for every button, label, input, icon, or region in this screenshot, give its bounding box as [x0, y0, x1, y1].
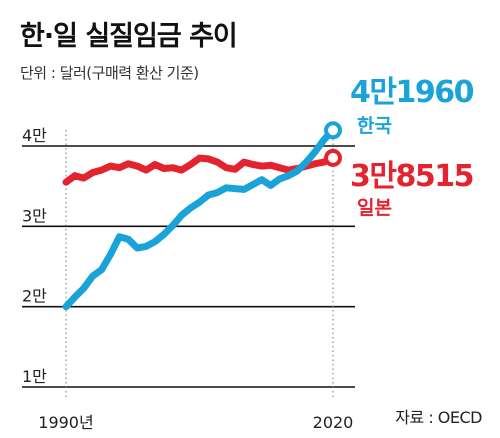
y-tick-label: 2만 [22, 287, 47, 306]
end-point-japan [324, 148, 342, 167]
y-axis-ticks: 1만 2만 3만 4만 [22, 126, 47, 386]
end-labels: 4만1960 한국 3만8515 일본 [350, 75, 475, 219]
end-point-korea [324, 121, 342, 140]
japan-series-name: 일본 [357, 197, 392, 219]
japan-end-value: 3만8515 [350, 159, 473, 194]
series-lines [62, 121, 342, 311]
x-tick-label: 1990년 [38, 413, 93, 432]
series-line-korea [62, 126, 337, 311]
korea-series-name: 한국 [357, 115, 392, 137]
y-tick-label: 4만 [22, 126, 47, 145]
x-tick-label: 2020 [313, 413, 354, 432]
series-line-japan [62, 154, 337, 186]
source-label: 자료 : OECD [395, 408, 482, 427]
korea-end-value: 4만1960 [350, 75, 474, 110]
y-tick-label: 1만 [22, 367, 47, 386]
y-tick-label: 3만 [22, 206, 47, 225]
x-axis-ticks: 1990년 2020 [38, 413, 353, 432]
grid-lines [22, 130, 355, 400]
unit-label: 단위 : 달러(구매력 환산 기준) [20, 64, 199, 82]
chart-title: 한·일 실질임금 추이 [20, 21, 238, 52]
